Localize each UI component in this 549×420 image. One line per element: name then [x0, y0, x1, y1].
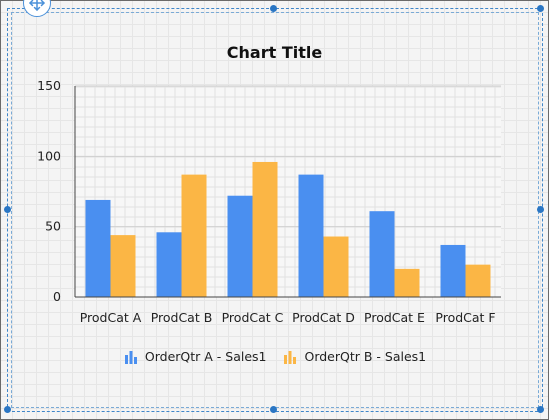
x-tick-label: ProdCat A: [80, 310, 142, 325]
bar-series-a-6[interactable]: [440, 244, 466, 297]
bar-series-b-3[interactable]: [252, 161, 278, 297]
legend-swatch-bar: [288, 351, 292, 364]
legend-swatch-bar: [129, 351, 133, 364]
bar-series-b-6[interactable]: [465, 264, 491, 297]
bar-series-b-5[interactable]: [394, 268, 420, 297]
resize-handle-top-right[interactable]: [537, 5, 544, 12]
resize-handle-bottom-left[interactable]: [4, 406, 11, 413]
legend-item-series-b[interactable]: OrderQtr B - Sales1: [282, 348, 426, 364]
y-tick-label: 0: [53, 289, 61, 304]
bar-series-a-1[interactable]: [85, 199, 111, 297]
bar-series-b-2[interactable]: [181, 174, 207, 297]
plot-area: [75, 86, 501, 297]
legend-swatch-bar: [284, 355, 288, 364]
legend-item-series-a[interactable]: OrderQtr A - Sales1: [123, 348, 267, 364]
bar-series-a-4[interactable]: [298, 174, 324, 297]
x-tick-label: ProdCat E: [364, 310, 425, 325]
bar-chart-icon: [284, 351, 297, 364]
bar-series-a-5[interactable]: [369, 211, 395, 297]
legend-swatch-bar: [124, 355, 128, 364]
bar-series-b-4[interactable]: [323, 236, 349, 297]
resize-handle-bottom-right[interactable]: [537, 406, 544, 413]
chart-title: Chart Title: [226, 43, 323, 62]
legend-swatch-bar: [293, 357, 297, 364]
bar-chart-icon: [124, 351, 137, 364]
bar-series-a-3[interactable]: [227, 195, 253, 297]
resize-handle-bottom-center[interactable]: [270, 406, 277, 413]
y-tick-label: 100: [37, 148, 61, 163]
x-tick-label: ProdCat C: [222, 310, 284, 325]
y-tick-label: 150: [37, 78, 61, 93]
y-tick-label: 50: [45, 219, 61, 234]
move-arrows-icon: [29, 0, 45, 11]
chart-legend: OrderQtr A - Sales1 OrderQtr B - Sales1: [0, 348, 549, 364]
legend-label: OrderQtr B - Sales1: [304, 348, 427, 364]
legend-swatch-bar: [133, 357, 137, 364]
resize-handle-top-center[interactable]: [270, 5, 277, 12]
x-tick-label: ProdCat B: [151, 310, 213, 325]
bar-series-b-1[interactable]: [110, 235, 136, 297]
resize-handle-middle-left[interactable]: [4, 206, 11, 213]
resize-handle-middle-right[interactable]: [537, 206, 544, 213]
x-tick-label: ProdCat D: [292, 310, 355, 325]
x-tick-label: ProdCat F: [435, 310, 495, 325]
bar-series-a-2[interactable]: [156, 232, 182, 297]
legend-label: OrderQtr A - Sales1: [144, 348, 267, 364]
move-handle[interactable]: [23, 0, 51, 17]
